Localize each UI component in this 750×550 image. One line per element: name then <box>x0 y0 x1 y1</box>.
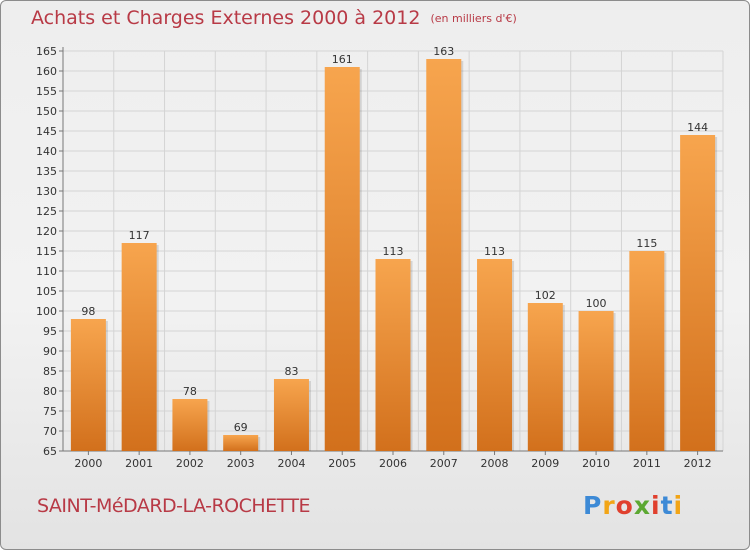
bar <box>426 59 462 451</box>
logo-letter: x <box>633 491 651 520</box>
data-label: 117 <box>129 229 150 242</box>
y-tick-label: 115 <box>36 245 57 258</box>
x-tick-label: 2001 <box>125 457 153 470</box>
logo-letter: P <box>583 491 603 520</box>
bar <box>578 311 614 451</box>
chart-unit: (en milliers d'€) <box>430 12 517 25</box>
x-tick-label: 2004 <box>277 457 305 470</box>
bar <box>172 399 208 451</box>
y-tick-label: 70 <box>43 425 57 438</box>
logo-letter: r <box>602 491 616 520</box>
y-tick-label: 150 <box>36 105 57 118</box>
y-tick-label: 135 <box>36 165 57 178</box>
y-tick-label: 80 <box>43 385 57 398</box>
proxiti-logo[interactable]: Proxiti <box>583 491 683 520</box>
x-tick-label: 2006 <box>379 457 407 470</box>
data-label: 98 <box>81 305 95 318</box>
logo-letter: t <box>660 491 674 520</box>
y-tick-label: 110 <box>36 265 57 278</box>
x-tick-label: 2003 <box>227 457 255 470</box>
y-tick-label: 95 <box>43 325 57 338</box>
data-label: 78 <box>183 385 197 398</box>
y-tick-label: 165 <box>36 45 57 58</box>
chart-title-text: Achats et Charges Externes 2000 à 2012 <box>31 7 421 29</box>
data-label: 163 <box>433 45 454 58</box>
bar <box>273 379 309 451</box>
bar <box>477 259 513 451</box>
x-tick-label: 2012 <box>684 457 712 470</box>
y-tick-label: 85 <box>43 365 57 378</box>
y-tick-label: 145 <box>36 125 57 138</box>
x-tick-label: 2007 <box>430 457 458 470</box>
commune-name: SAINT-MéDARD-LA-ROCHETTE <box>37 495 311 517</box>
y-tick-label: 120 <box>36 225 57 238</box>
data-label: 69 <box>234 421 248 434</box>
y-tick-label: 155 <box>36 85 57 98</box>
x-tick-label: 2010 <box>582 457 610 470</box>
x-tick-label: 2000 <box>74 457 102 470</box>
y-tick-label: 90 <box>43 345 57 358</box>
y-tick-label: 140 <box>36 145 57 158</box>
data-label: 113 <box>383 245 404 258</box>
bar <box>527 303 563 451</box>
bar <box>70 319 106 451</box>
data-label: 115 <box>636 237 657 250</box>
y-tick-label: 125 <box>36 205 57 218</box>
bar <box>680 135 716 451</box>
bar <box>121 243 157 451</box>
y-tick-label: 105 <box>36 285 57 298</box>
x-tick-label: 2009 <box>531 457 559 470</box>
bar <box>324 67 360 451</box>
data-label: 144 <box>687 121 708 134</box>
x-tick-label: 2002 <box>176 457 204 470</box>
y-tick-label: 130 <box>36 185 57 198</box>
y-tick-label: 75 <box>43 405 57 418</box>
data-label: 161 <box>332 53 353 66</box>
x-tick-label: 2005 <box>328 457 356 470</box>
logo-letter: i <box>673 491 684 520</box>
chart-title: Achats et Charges Externes 2000 à 2012 (e… <box>31 7 517 29</box>
logo-letter: i <box>651 491 661 520</box>
x-tick-label: 2008 <box>481 457 509 470</box>
bar <box>629 251 665 451</box>
data-label: 83 <box>284 365 298 378</box>
logo-letter: o <box>615 491 634 520</box>
data-label: 102 <box>535 289 556 302</box>
y-tick-label: 100 <box>36 305 57 318</box>
x-tick-label: 2011 <box>633 457 661 470</box>
bar <box>375 259 411 451</box>
data-label: 100 <box>586 297 607 310</box>
y-tick-label: 160 <box>36 65 57 78</box>
bar <box>223 435 259 451</box>
y-tick-label: 65 <box>43 445 57 458</box>
data-label: 113 <box>484 245 505 258</box>
